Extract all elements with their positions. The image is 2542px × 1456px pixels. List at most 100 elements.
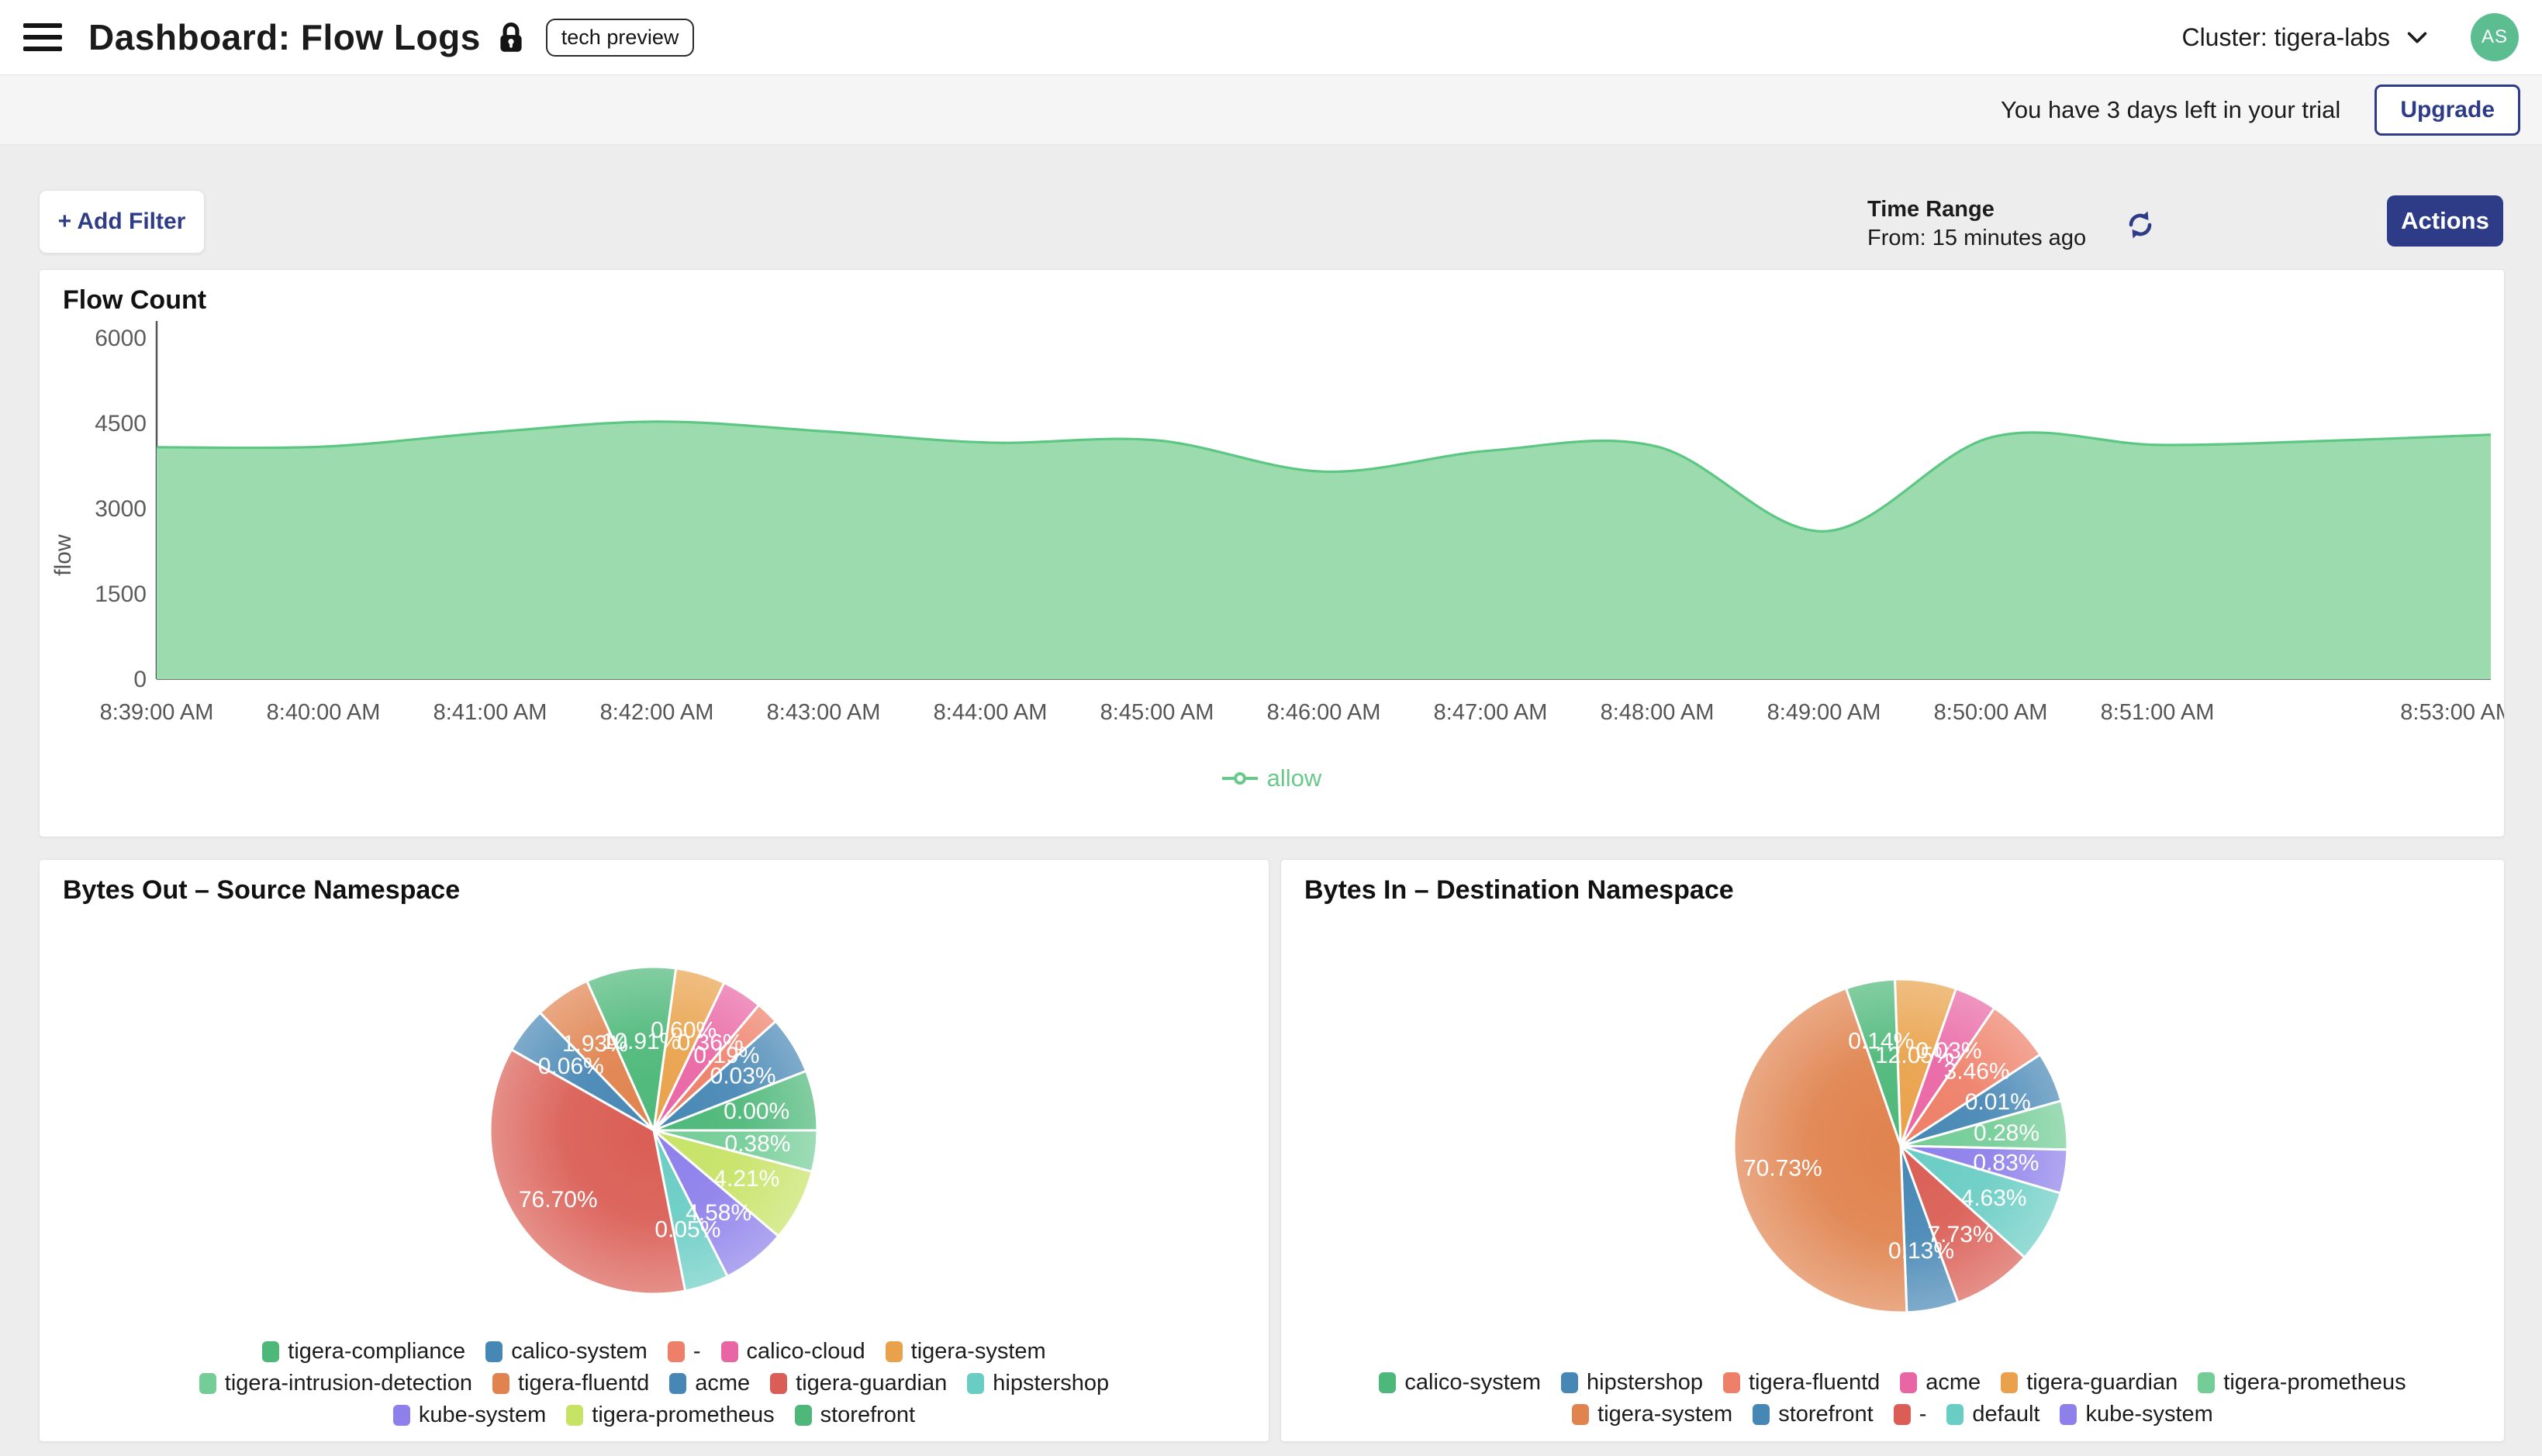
legend-swatch <box>1893 1404 1911 1425</box>
legend-item-storefront[interactable]: storefront <box>794 1403 915 1428</box>
legend-swatch <box>1946 1404 1964 1425</box>
pie-percent-label: 0.01% <box>1965 1089 2031 1115</box>
y-tick-label: 3000 <box>95 496 147 522</box>
legend-label: calico-cloud <box>746 1339 865 1364</box>
trial-banner: You have 3 days left in your trial Upgra… <box>0 75 2542 145</box>
x-tick-label: 8:39:00 AM <box>100 700 214 725</box>
legend-label: storefront <box>1778 1402 1874 1427</box>
pie-percent-label: 0.14% <box>1848 1029 1914 1054</box>
legend-item-tigera-fluentd[interactable]: tigera-fluentd <box>492 1371 649 1396</box>
legend-label: tigera-prometheus <box>592 1403 775 1427</box>
hamburger-menu-icon[interactable] <box>23 23 62 51</box>
legend-label: tigera-compliance <box>288 1339 466 1364</box>
actions-button[interactable]: Actions <box>2387 195 2503 247</box>
legend-item-tigera-system[interactable]: tigera-system <box>1572 1402 1732 1427</box>
flow-count-chart[interactable]: 0 1500 3000 4500 6000 flow 8:39:00 AM 8:40:00 A… <box>40 270 2504 837</box>
avatar[interactable]: AS <box>2471 13 2519 61</box>
legend-label: kube-system <box>418 1403 547 1427</box>
bytes-in-pie-chart[interactable]: 12.05%0.03%3.46% 0.01% 0.28% 0.83% 4.63% 7.73… <box>1281 860 2504 1371</box>
x-tick-label: 8:48:00 AM <box>1601 700 1715 725</box>
legend-swatch <box>492 1373 509 1394</box>
legend-label: - <box>1919 1402 1927 1427</box>
y-tick-label: 6000 <box>95 326 147 351</box>
legend-item-acme[interactable]: acme <box>1900 1370 1981 1396</box>
legend-item-storefront[interactable]: storefront <box>1753 1402 1874 1427</box>
time-range-value: From: 15 minutes ago <box>1867 226 2087 250</box>
legend-label: default <box>1972 1402 2040 1427</box>
legend-item-tigera-compliance[interactable]: tigera-compliance <box>262 1339 465 1365</box>
legend-swatch <box>1379 1372 1397 1393</box>
y-tick-label: 1500 <box>95 581 147 607</box>
time-range-dropdown[interactable]: Time Range From: 15 minutes ago <box>1867 195 2086 253</box>
legend-item-tigera-guardian[interactable]: tigera-guardian <box>770 1371 947 1396</box>
legend-swatch <box>967 1373 985 1394</box>
pie-percent-label: 76.70% <box>519 1187 598 1213</box>
legend-item-tigera-system[interactable]: tigera-system <box>885 1339 1046 1365</box>
refresh-icon <box>2129 211 2152 239</box>
cluster-label: Cluster: tigera-labs <box>2181 22 2390 51</box>
legend-item-hipstershop[interactable]: hipstershop <box>1561 1370 1703 1396</box>
legend-swatch <box>1561 1372 1579 1393</box>
pie-percent-label: 0.28% <box>1974 1120 2039 1146</box>
pie-percent-label: 4.21% <box>713 1166 779 1192</box>
add-filter-button[interactable]: + Add Filter <box>39 190 205 254</box>
legend-item--[interactable]: - <box>667 1339 701 1365</box>
bytes-out-pie-chart[interactable]: 0.60%0.36%0.19%0.03% 0.00% 0.38% 4.21% 4.58%… <box>40 860 1269 1340</box>
legend-item-tigera-guardian[interactable]: tigera-guardian <box>2001 1370 2178 1396</box>
legend-item--[interactable]: - <box>1893 1402 1927 1427</box>
pie-percent-label: 1.93% <box>562 1031 628 1057</box>
legend-item-kube-system[interactable]: kube-system <box>2060 1402 2213 1427</box>
legend-item-calico-system[interactable]: calico-system <box>1379 1370 1541 1396</box>
y-tick-label: 4500 <box>95 411 147 436</box>
legend-label: calico-system <box>1404 1370 1542 1395</box>
x-tick-label: 8:50:00 AM <box>1934 700 2048 725</box>
pie-percent-label: 4.63% <box>1961 1185 2027 1211</box>
y-axis-title: flow <box>50 534 76 576</box>
x-tick-label: 8:40:00 AM <box>267 700 381 725</box>
legend-swatch <box>1753 1404 1770 1425</box>
cluster-selector[interactable]: Cluster: tigera-labs <box>2181 23 2427 52</box>
pie-percent-label: 0.03% <box>710 1063 776 1089</box>
legend-label: tigera-fluentd <box>517 1371 650 1396</box>
legend-swatch <box>669 1373 687 1394</box>
upgrade-button[interactable]: Upgrade <box>2374 84 2520 136</box>
pie-percent-label: 0.36% <box>678 1030 744 1055</box>
legend-item-calico-system[interactable]: calico-system <box>485 1339 648 1365</box>
legend-label: hipstershop <box>1587 1370 1703 1395</box>
legend-label: tigera-system <box>910 1339 1046 1364</box>
legend-swatch <box>770 1373 788 1394</box>
flow-count-panel: Flow Count 0 1500 3000 4500 6000 flow 8:39:00 … <box>39 269 2505 837</box>
x-tick-label: 8:45:00 AM <box>1100 700 1214 725</box>
legend-item-tigera-fluentd[interactable]: tigera-fluentd <box>1722 1370 1880 1396</box>
legend-item-tigera-prometheus[interactable]: tigera-prometheus <box>2198 1370 2406 1396</box>
pie-percent-label: 0.83% <box>1973 1150 2039 1175</box>
legend-item-tigera-intrusion-detection[interactable]: tigera-intrusion-detection <box>199 1371 472 1396</box>
legend-swatch <box>1900 1372 1918 1393</box>
legend-label: acme <box>695 1371 751 1396</box>
legend-label: tigera-intrusion-detection <box>224 1371 472 1396</box>
x-tick-label: 8:43:00 AM <box>767 700 881 725</box>
legend-item-calico-cloud[interactable]: calico-cloud <box>720 1339 865 1365</box>
legend-label: tigera-system <box>1597 1402 1733 1427</box>
bytes-out-panel: Bytes Out – Source Namespace 0.60% 0.36% 0… <box>39 859 1269 1442</box>
legend-item-allow[interactable]: allow <box>1221 764 1321 792</box>
legend-label: - <box>692 1339 701 1364</box>
lock-icon <box>498 21 524 53</box>
legend-item-tigera-prometheus[interactable]: tigera-prometheus <box>566 1403 775 1428</box>
legend-item-hipstershop[interactable]: hipstershop <box>967 1371 1109 1396</box>
flow-legend: allow <box>40 764 2504 792</box>
legend-swatch <box>794 1405 812 1426</box>
pie-percent-label: 3.46% <box>1944 1059 2010 1085</box>
legend-item-default[interactable]: default <box>1946 1402 2039 1427</box>
pie-percent-label: 70.73% <box>1743 1155 1822 1181</box>
legend-item-kube-system[interactable]: kube-system <box>392 1403 547 1428</box>
pie-percent-label: 0.00% <box>724 1099 789 1124</box>
legend-swatch <box>2198 1372 2216 1393</box>
bytes-in-panel: Bytes In – Destination Namespace 12.05% 0… <box>1280 859 2505 1442</box>
area-series-allow[interactable] <box>157 421 2491 679</box>
legend-item-acme[interactable]: acme <box>669 1371 750 1396</box>
legend-swatch <box>1722 1372 1740 1393</box>
x-tick-label: 8:53:00 AM <box>2400 700 2504 725</box>
bytes-in-title: Bytes In – Destination Namespace <box>1304 875 1734 905</box>
refresh-button[interactable] <box>2119 203 2162 247</box>
